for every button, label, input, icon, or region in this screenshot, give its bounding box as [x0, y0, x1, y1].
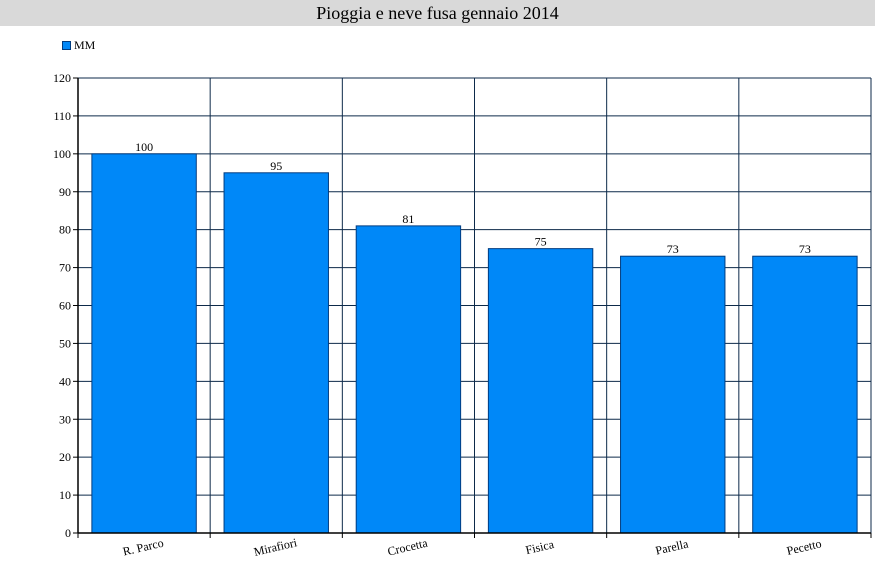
- x-tick-label: R. Parco: [121, 536, 164, 559]
- y-tick-label: 90: [59, 185, 71, 199]
- bar: [620, 255, 726, 534]
- y-tick-label: 30: [59, 412, 71, 426]
- chart-title: Pioggia e neve fusa gennaio 2014: [316, 2, 559, 23]
- y-tick-label: 110: [53, 109, 71, 123]
- data-label: 73: [799, 242, 811, 256]
- y-tick-label: 0: [65, 526, 71, 540]
- y-tick-label: 80: [59, 223, 71, 237]
- y-tick-label: 10: [59, 488, 71, 502]
- x-tick-label: Crocetta: [386, 536, 429, 559]
- x-tick-label: Parella: [654, 536, 690, 557]
- chart-title-bar: Pioggia e neve fusa gennaio 2014: [0, 0, 875, 26]
- bar: [487, 248, 594, 534]
- data-label: 75: [535, 235, 547, 249]
- legend: MM: [62, 38, 95, 53]
- legend-label-mm: MM: [74, 38, 96, 52]
- y-tick-label: 50: [59, 336, 71, 350]
- bar: [752, 255, 858, 534]
- x-tick-label: Mirafiori: [252, 535, 299, 559]
- data-label: 81: [402, 212, 414, 226]
- bar: [91, 153, 197, 534]
- data-label: 73: [667, 242, 679, 256]
- bar: [223, 172, 329, 534]
- y-tick-label: 120: [53, 71, 71, 85]
- y-tick-label: 20: [59, 450, 71, 464]
- data-label: 100: [135, 140, 153, 154]
- y-tick-label: 100: [53, 147, 71, 161]
- legend-swatch-mm: [62, 41, 71, 50]
- y-tick-label: 60: [59, 299, 71, 313]
- x-tick-label: Fisica: [524, 537, 556, 557]
- y-tick-label: 40: [59, 374, 71, 388]
- x-tick-label: Pecetto: [785, 536, 823, 558]
- y-tick-label: 70: [59, 261, 71, 275]
- bar: [355, 225, 462, 534]
- data-label: 95: [270, 159, 282, 173]
